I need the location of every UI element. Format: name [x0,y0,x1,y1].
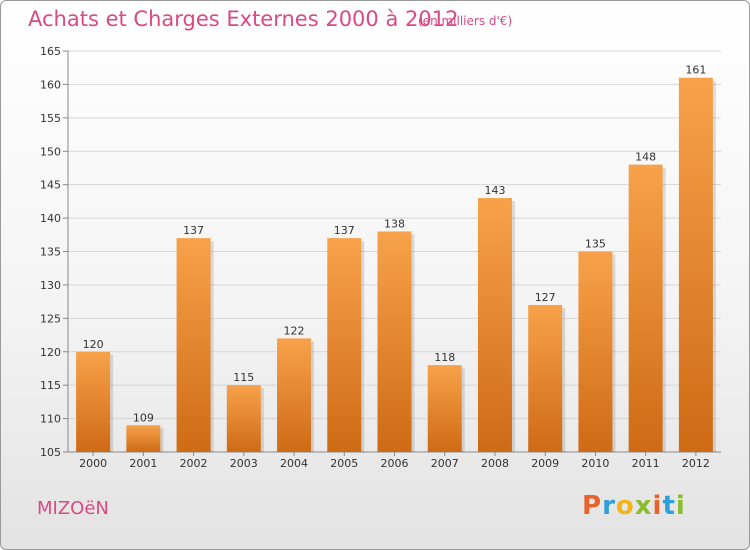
x-tick-label: 2003 [230,457,258,470]
chart-title: Achats et Charges Externes 2000 à 2012 [28,7,459,31]
data-label: 109 [133,411,154,424]
data-label: 137 [183,224,204,237]
x-tick-label: 2012 [682,457,710,470]
bar [628,164,663,452]
y-tick-label: 120 [40,346,61,359]
commune-name: MIZOëN [37,498,109,519]
data-label: 143 [484,184,505,197]
x-tick-label: 2005 [330,457,358,470]
bar [327,238,362,452]
labels: 105 110 115 120 125 130 135 140 145 150 155 160 165 1… [40,45,710,470]
y-tick-label: 105 [40,446,61,459]
data-label: 161 [685,64,706,77]
logo-letter: o [615,491,635,521]
bar [477,198,512,452]
logo-letter: t [662,491,676,521]
data-label: 120 [83,338,104,351]
x-tick-label: 2011 [632,457,660,470]
y-tick-label: 150 [40,145,61,158]
data-label: 122 [284,324,305,337]
x-tick-label: 2001 [129,457,157,470]
data-label: 148 [635,151,656,164]
x-tick-label: 2000 [79,457,107,470]
bar [126,425,161,452]
bar [578,251,613,452]
bar [528,304,563,452]
bar [377,231,412,452]
bar [226,385,261,452]
y-tick-label: 165 [40,45,61,58]
bars [76,77,716,452]
data-label: 115 [233,371,254,384]
x-tick-label: 2006 [381,457,409,470]
x-tick-label: 2004 [280,457,308,470]
y-tick-label: 130 [40,279,61,292]
y-tick-label: 160 [40,78,61,91]
bar [678,77,713,452]
logo-letter: i [675,491,686,521]
proxiti-logo: Proxiti [582,491,686,521]
logo-letter: i [652,491,663,521]
data-label: 137 [334,224,355,237]
x-tick-label: 2010 [581,457,609,470]
y-tick-label: 135 [40,246,61,259]
y-tick-label: 125 [40,312,61,325]
x-tick-label: 2008 [481,457,509,470]
bar [427,365,462,452]
x-tick-label: 2002 [180,457,208,470]
y-tick-label: 145 [40,179,61,192]
logo-letter: P [582,491,603,521]
y-tick-label: 155 [40,112,61,125]
data-label: 138 [384,217,405,230]
x-tick-label: 2007 [431,457,459,470]
data-label: 118 [434,351,455,364]
unit-note: (en milliers d'€) [418,14,513,28]
logo-letter: x [634,491,653,521]
bar [176,238,211,452]
x-tick-label: 2009 [531,457,559,470]
bar [76,351,111,452]
y-tick-label: 140 [40,212,61,225]
data-label: 135 [585,238,606,251]
bar [277,338,312,452]
logo-letter: r [602,491,616,521]
data-label: 127 [535,291,556,304]
y-tick-label: 110 [40,413,61,426]
y-tick-label: 115 [40,379,61,392]
